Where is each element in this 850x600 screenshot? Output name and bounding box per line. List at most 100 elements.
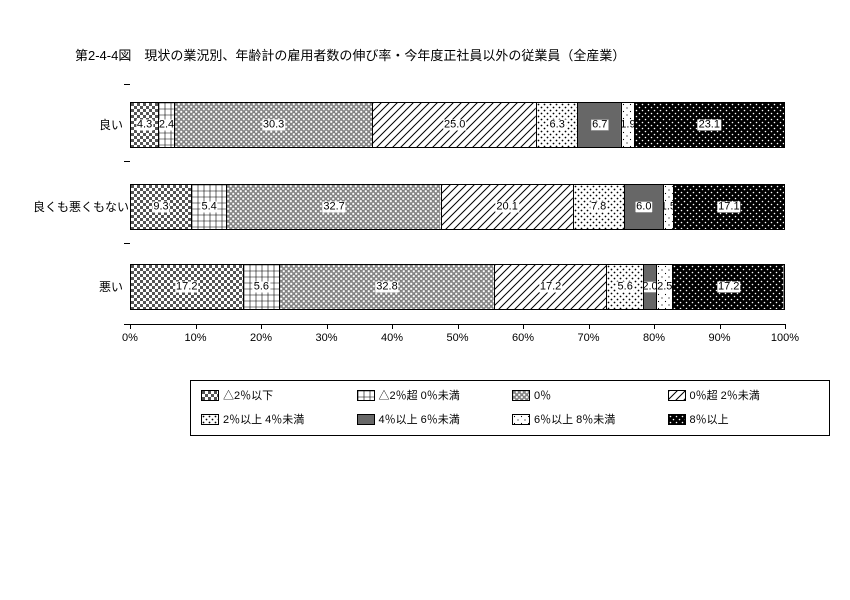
- bar-segment: 1.9: [621, 102, 633, 148]
- x-tick: [458, 324, 459, 329]
- segment-value-label: 20.1: [495, 202, 518, 213]
- bar-row: 17.2 5.6 32.8 17.2 5.6 2.02.5 17.2: [130, 264, 785, 310]
- x-tick: [196, 324, 197, 329]
- bars-region: 4.3 2.4 30.3 25.0 6.3 6.7 1.9 23.1 9.3 5.4 32.7 20.…: [130, 84, 785, 324]
- legend-label: 0％超 2％未満: [690, 387, 760, 403]
- bar-segment: 6.0: [624, 184, 663, 230]
- bar-segment: 30.3: [174, 102, 372, 148]
- bar-segment: 7.8: [573, 184, 624, 230]
- x-tick-label: 30%: [315, 332, 337, 344]
- legend-label: 2％以上 4％未満: [223, 411, 304, 427]
- x-tick-label: 10%: [184, 332, 206, 344]
- segment-value-label: 2.4: [158, 120, 174, 131]
- legend-item: △2％超 0％未満: [357, 387, 509, 403]
- y-category-label: 良い: [33, 102, 123, 148]
- legend-swatch: [512, 390, 530, 401]
- segment-value-label: 2.0: [643, 282, 656, 293]
- x-tick-label: 50%: [446, 332, 468, 344]
- x-tick-label: 100%: [771, 332, 799, 344]
- segment-value-label: 5.6: [253, 282, 270, 293]
- x-tick-label: 0%: [122, 332, 138, 344]
- x-tick-label: 80%: [643, 332, 665, 344]
- x-tick: [327, 324, 328, 329]
- bar-segment: 4.3: [130, 102, 158, 148]
- legend-label: 4％以上 6％未満: [379, 411, 460, 427]
- bar-segment: 5.6: [243, 264, 280, 310]
- y-category-label: 悪い: [33, 264, 123, 310]
- x-tick: [720, 324, 721, 329]
- x-tick: [392, 324, 393, 329]
- bar-segment: 2.0: [643, 264, 656, 310]
- segment-value-label: 7.8: [590, 202, 607, 213]
- legend-item: 6％以上 8％未満: [512, 411, 664, 427]
- segment-value-label: 17.1: [717, 202, 740, 213]
- chart-title: 第2-4-4図 現状の業況別、年齢計の雇用者数の伸び率・今年度正社員以外の従業員…: [60, 45, 790, 64]
- bar-segment: 25.0: [372, 102, 536, 148]
- legend-swatch: [668, 414, 686, 425]
- legend-item: 8％以上: [668, 411, 820, 427]
- legend-swatch: [201, 414, 219, 425]
- segment-value-label: 6.3: [549, 120, 566, 131]
- segment-value-label: 6.0: [635, 202, 652, 213]
- x-tick-label: 60%: [512, 332, 534, 344]
- bar-segment: 2.5: [656, 264, 672, 310]
- segment-value-label: 5.6: [617, 282, 634, 293]
- bar-row: 4.3 2.4 30.3 25.0 6.3 6.7 1.9 23.1: [130, 102, 785, 148]
- legend-item: △2％以下: [201, 387, 353, 403]
- x-tick: [589, 324, 590, 329]
- bar-segment: 20.1: [441, 184, 573, 230]
- legend-item: 2％以上 4％未満: [201, 411, 353, 427]
- bar-segment: 32.7: [226, 184, 440, 230]
- legend-item: 0％超 2％未満: [668, 387, 820, 403]
- y-category-label: 良くも悪くもない: [33, 184, 123, 230]
- legend-label: 0％: [534, 387, 551, 403]
- bar-segment: 9.3: [130, 184, 191, 230]
- segment-value-label: 30.3: [262, 120, 285, 131]
- x-tick: [785, 324, 786, 329]
- segment-value-label: 9.3: [152, 202, 169, 213]
- bar-segment: 17.2: [130, 264, 243, 310]
- bar-segment: 2.4: [158, 102, 174, 148]
- x-tick: [261, 324, 262, 329]
- x-tick: [523, 324, 524, 329]
- bar-segment: 5.4: [191, 184, 226, 230]
- bar-segment: 17.2: [672, 264, 785, 310]
- legend-label: △2％以下: [223, 387, 273, 403]
- segment-value-label: 2.5: [656, 282, 672, 293]
- legend-label: △2％超 0％未満: [379, 387, 460, 403]
- bar-segment: 6.3: [536, 102, 577, 148]
- bar-segment: 5.6: [606, 264, 643, 310]
- segment-value-label: 1.5: [663, 202, 673, 213]
- bar-segment: 6.7: [577, 102, 621, 148]
- legend-item: 0％: [512, 387, 664, 403]
- segment-value-label: 32.8: [375, 282, 398, 293]
- legend-swatch: [201, 390, 219, 401]
- segment-value-label: 32.7: [322, 202, 345, 213]
- bar-row: 9.3 5.4 32.7 20.1 7.8 6.0 1.5 17.1: [130, 184, 785, 230]
- bar-segment: 1.5: [663, 184, 673, 230]
- segment-value-label: 5.4: [201, 202, 218, 213]
- plot-area: 良い 良くも悪くもない 悪い 4.32.430.325.06.36.71.923…: [130, 84, 785, 324]
- legend-swatch: [357, 414, 375, 425]
- bar-segment: 32.8: [279, 264, 494, 310]
- segment-value-label: 17.2: [717, 282, 740, 293]
- chart-container: 第2-4-4図 現状の業況別、年齢計の雇用者数の伸び率・今年度正社員以外の従業員…: [60, 45, 790, 324]
- x-tick: [130, 324, 131, 329]
- segment-value-label: 17.2: [539, 282, 562, 293]
- segment-value-label: 1.9: [621, 120, 633, 131]
- x-tick-label: 20%: [250, 332, 272, 344]
- segment-value-label: 17.2: [175, 282, 198, 293]
- x-tick-label: 40%: [381, 332, 403, 344]
- legend-swatch: [512, 414, 530, 425]
- bar-segment: 17.1: [673, 184, 785, 230]
- x-tick-label: 90%: [708, 332, 730, 344]
- x-tick-label: 70%: [577, 332, 599, 344]
- legend-swatch: [357, 390, 375, 401]
- x-tick: [654, 324, 655, 329]
- segment-value-label: 23.1: [698, 120, 721, 131]
- legend: △2％以下 △2％超 0％未満 0％ 0％超 2％未満 2％以上 4％未満 4％以上 6％…: [190, 380, 830, 436]
- legend-item: 4％以上 6％未満: [357, 411, 509, 427]
- segment-value-label: 25.0: [443, 120, 466, 131]
- segment-value-label: 4.3: [136, 120, 153, 131]
- segment-value-label: 6.7: [591, 120, 608, 131]
